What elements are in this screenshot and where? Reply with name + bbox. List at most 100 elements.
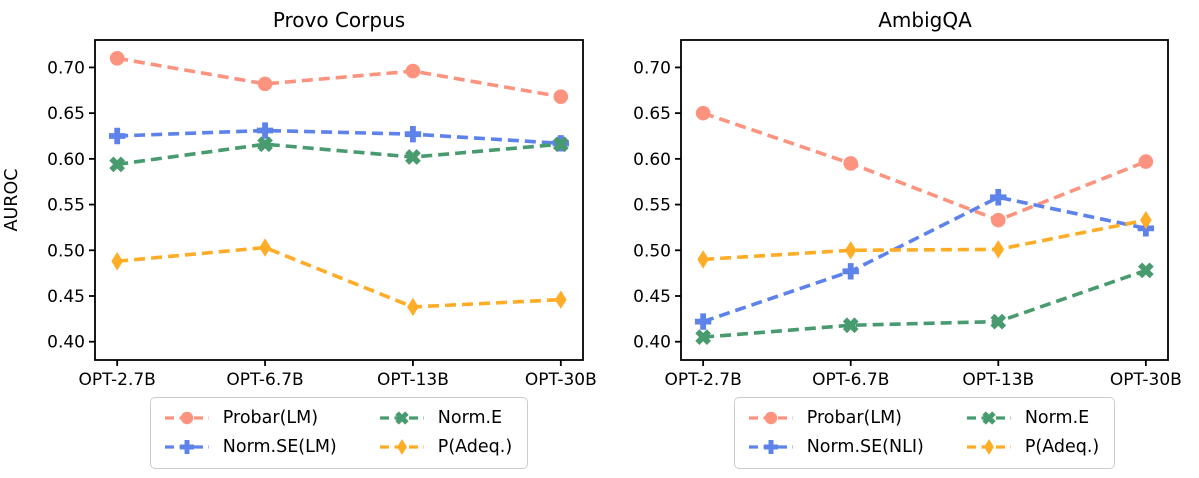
p-adeq-point-opt-2-7b [111,252,123,271]
probar-lm-point-opt-13b [405,63,421,79]
norm-e-point-opt-2-7b [109,156,126,173]
norm-se-lm-point-opt-2-7b [108,127,126,145]
norm-se-lm-point-opt-13b [404,125,422,143]
legend-label-probar-lm: Probar(LM) [806,408,903,428]
norm-se-lm-line [117,128,561,146]
legend-label-norm-e: Norm.E [437,408,503,428]
legend-label-probar-lm: Probar(LM) [222,408,319,428]
legend-label-p-adeq: P(Adeq.) [437,437,513,457]
x-tick-label-opt-13b: OPT-13B [377,370,449,390]
chart-title-provo: Provo Corpus [273,8,405,32]
y-tick-label: 0.70 [633,58,671,78]
p-adeq-diamond-icon [966,439,1011,455]
legend-item-probar-lm: Probar(LM) [748,405,924,431]
legend-item-p-adeq: P(Adeq.) [379,434,512,460]
legend-label-p-adeq: P(Adeq.) [1024,437,1100,457]
axes-frame [94,39,584,361]
probar-lm-circle-icon [748,411,793,425]
norm-e-point-opt-2-7b [695,329,711,345]
x-tick-label-opt-13b: OPT-13B [962,370,1034,390]
y-tick-label: 0.65 [633,104,671,124]
legend-item-norm-se-nli: Norm.SE(NLI) [748,434,924,460]
legend-item-norm-se-lm: Norm.SE(LM) [164,434,337,460]
legend-marker-p-adeq [983,439,994,455]
legend-marker-norm-e [982,411,996,425]
y-tick-label: 0.55 [47,196,85,216]
subplot-ambigqa: AmbigQA 0.40 0.45 0.50 0.55 0.60 0.65 0.70 OPT-… [599,0,1199,478]
probar-lm-point-opt-2-7b [109,50,125,66]
legend-ambigqa: Probar(LM) Norm.SE(NLI) Norm.E P(Adeq.) [681,397,1168,469]
y-tick-label: 0.50 [633,241,671,261]
y-tick-label: 0.45 [633,287,671,307]
p-adeq-point-opt-6-7b [844,241,857,260]
probar-lm-point-opt-6-7b [843,156,859,171]
norm-se-nli-point-opt-13b [990,189,1007,206]
norm-e-point-opt-30b [552,136,569,153]
ambigqa-chart: AmbigQA 0.40 0.45 0.50 0.55 0.60 0.65 0.70 OPT-… [633,8,1182,390]
y-tick-label: 0.40 [47,333,85,353]
y-tick-label: 0.70 [47,58,85,78]
norm-e-point-opt-30b [1138,262,1154,279]
probar-lm-point-opt-6-7b [257,76,273,92]
p-adeq-point-opt-13b [992,240,1005,259]
y-axis-label: AUROC [2,169,22,232]
y-tick-label: 0.55 [633,196,671,216]
norm-se-lm-point-opt-6-7b [256,122,274,139]
y-tick-label: 0.60 [47,150,85,170]
legend-marker-p-adeq [396,439,407,455]
probar-lm-point-opt-30b [553,89,569,104]
probar-lm-point-opt-30b [1138,154,1154,169]
y-tick-label: 0.45 [47,287,85,307]
norm-e-line [702,268,1147,339]
p-adeq-line [117,245,561,309]
y-tick-label: 0.50 [47,241,85,261]
norm-se-nli-line [702,195,1147,324]
chart-title-ambigqa: AmbigQA [878,8,972,32]
p-adeq-line [703,218,1147,262]
p-adeq-point-opt-6-7b [259,238,271,257]
legend-item-p-adeq: P(Adeq.) [966,434,1099,460]
probar-lm-point-opt-13b [990,212,1006,228]
x-tick-label-opt-30b: OPT-30B [1110,370,1182,390]
p-adeq-point-opt-30b [555,290,567,309]
legend-marker-norm-se-nli [763,440,778,454]
legend-item-norm-e: Norm.E [379,405,512,431]
legend-marker-probar-lm [180,411,194,425]
y-tick-label: 0.65 [47,104,85,124]
legend-provo: Probar(LM) Norm.SE(LM) Norm.E P(Adeq.) [95,397,583,469]
norm-e-point-opt-13b [405,149,421,165]
norm-se-nli-point-opt-6-7b [842,263,859,280]
legend-label-norm-e: Norm.E [1024,408,1090,428]
norm-e-point-opt-13b [990,313,1007,330]
legend-box-ambigqa: Probar(LM) Norm.SE(NLI) Norm.E P(Adeq.) [733,397,1116,469]
x-tick-label-opt-6-7b: OPT-6.7B [812,370,889,390]
y-tick-label: 0.40 [633,333,671,353]
probar-lm-circle-icon [164,411,209,425]
x-tick-label-opt-2-7b: OPT-2.7B [664,370,741,390]
norm-e-line [116,142,561,167]
x-tick-label-opt-6-7b: OPT-6.7B [226,370,303,390]
p-adeq-point-opt-13b [407,297,419,317]
axes-frame [680,39,1169,361]
norm-se-lm-plus-icon [164,440,209,454]
x-tick-label-opt-2-7b: OPT-2.7B [79,370,156,390]
probar-lm-point-opt-2-7b [695,105,711,121]
legend-marker-norm-se-lm [179,440,194,454]
legend-item-norm-e: Norm.E [966,405,1099,431]
legend-box-provo: Probar(LM) Norm.SE(LM) Norm.E P(Adeq.) [149,397,529,469]
legend-item-probar-lm: Probar(LM) [164,405,337,431]
norm-se-nli-point-opt-2-7b [694,313,712,330]
x-tick-label-opt-30b: OPT-30B [525,370,597,390]
p-adeq-diamond-icon [379,439,424,455]
norm-se-nli-plus-icon [748,440,793,454]
y-tick-label: 0.60 [633,150,671,170]
legend-marker-probar-lm [764,411,777,425]
probar-lm-line [702,111,1147,223]
norm-e-point-opt-6-7b [257,136,273,153]
subplot-provo-corpus: Provo Corpus AUROC 0.40 0.45 0.50 0.55 0.60 0… [0,0,599,478]
legend-label-norm-se-lm: Norm.SE(LM) [222,437,337,457]
legend-label-norm-se-nli: Norm.SE(NLI) [806,437,924,457]
legend-marker-norm-e [395,411,409,425]
p-adeq-point-opt-2-7b [697,250,709,269]
